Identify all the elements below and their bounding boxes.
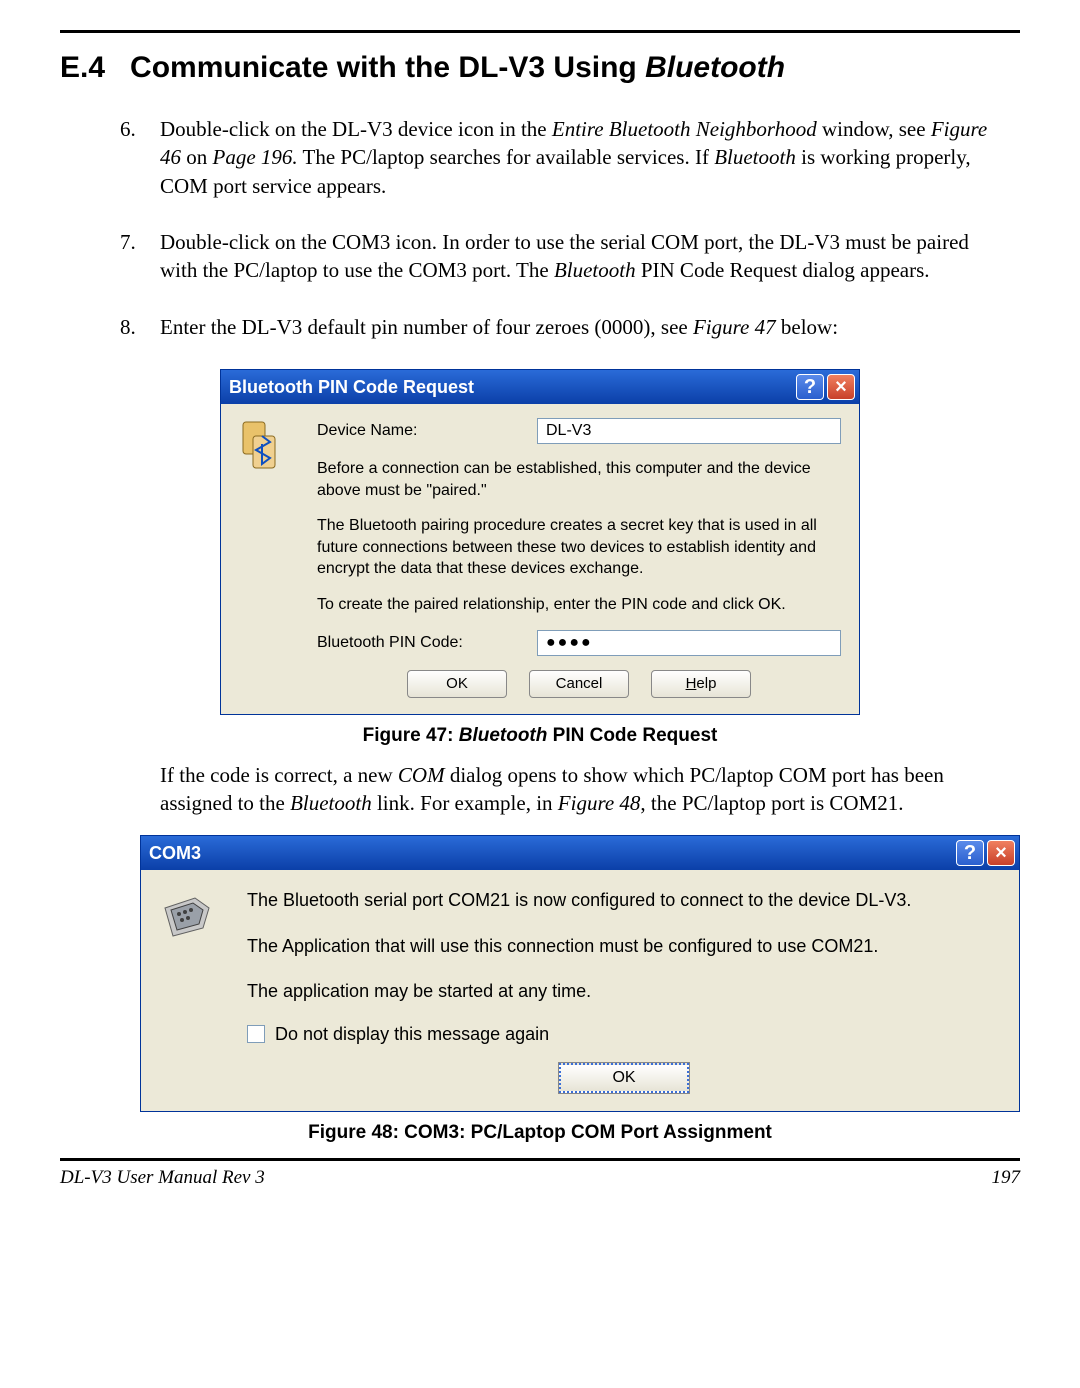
close-icon[interactable]: × <box>827 374 855 400</box>
list-content: Enter the DL-V3 default pin number of fo… <box>160 313 1000 341</box>
section-heading: E.4 Communicate with the DL-V3 Using Blu… <box>60 51 1020 85</box>
top-rule <box>60 30 1020 33</box>
help-button[interactable]: Help <box>651 670 751 698</box>
ok-button[interactable]: OK <box>407 670 507 698</box>
bluetooth-pin-dialog: Bluetooth PIN Code Request ? × Device Na… <box>220 369 860 715</box>
page-footer: DL-V3 User Manual Rev 3 197 <box>60 1167 1020 1189</box>
figure-47-caption: Figure 47: Bluetooth PIN Code Request <box>60 725 1020 747</box>
figure-48-caption: Figure 48: COM3: PC/Laptop COM Port Assi… <box>60 1122 1020 1144</box>
section-title-italic: Bluetooth <box>645 51 785 84</box>
pin-label: Bluetooth PIN Code: <box>317 634 527 652</box>
dialog-text: The Application that will use this conne… <box>247 934 1001 959</box>
list-content: Double-click on the COM3 icon. In order … <box>160 228 1000 285</box>
list-content: Double-click on the DL-V3 device icon in… <box>160 115 1000 200</box>
titlebar[interactable]: COM3 ? × <box>141 836 1019 870</box>
device-name-label: Device Name: <box>317 422 527 440</box>
do-not-display-checkbox[interactable] <box>247 1025 265 1043</box>
do-not-display-label: Do not display this message again <box>275 1024 549 1045</box>
dialog-title: COM3 <box>149 843 956 864</box>
after-fig47-text: If the code is correct, a new COM dialog… <box>160 761 1000 818</box>
list-num: 7. <box>120 228 160 285</box>
dialog-title: Bluetooth PIN Code Request <box>229 377 796 398</box>
close-icon[interactable]: × <box>987 840 1015 866</box>
serial-connector-icon <box>159 888 215 944</box>
section-title-a: Communicate with the DL-V3 Using <box>130 51 645 84</box>
dialog-text: The Bluetooth serial port COM21 is now c… <box>247 888 1001 913</box>
section-number: E.4 <box>60 51 105 84</box>
bluetooth-devices-icon <box>239 418 287 474</box>
ok-button[interactable]: OK <box>559 1063 689 1093</box>
list-item-6: 6. Double-click on the DL-V3 device icon… <box>120 115 1000 200</box>
device-name-field[interactable]: DL-V3 <box>537 418 841 444</box>
list-num: 8. <box>120 313 160 341</box>
list-item-8: 8. Enter the DL-V3 default pin number of… <box>120 313 1000 341</box>
dialog-text: Before a connection can be established, … <box>317 458 841 501</box>
dialog-text: The Bluetooth pairing procedure creates … <box>317 515 841 580</box>
dialog-text: To create the paired relationship, enter… <box>317 594 841 616</box>
titlebar[interactable]: Bluetooth PIN Code Request ? × <box>221 370 859 404</box>
list-num: 6. <box>120 115 160 200</box>
footer-left: DL-V3 User Manual Rev 3 <box>60 1167 265 1189</box>
help-icon[interactable]: ? <box>956 840 984 866</box>
help-icon[interactable]: ? <box>796 374 824 400</box>
com3-dialog: COM3 ? × The Bluetooth serial port COM21… <box>140 835 1020 1112</box>
footer-right: 197 <box>992 1167 1021 1189</box>
dialog-text: The application may be started at any ti… <box>247 979 1001 1004</box>
list-item-7: 7. Double-click on the COM3 icon. In ord… <box>120 228 1000 285</box>
pin-input[interactable]: ●●●● <box>537 630 841 656</box>
cancel-button[interactable]: Cancel <box>529 670 629 698</box>
do-not-display-row[interactable]: Do not display this message again <box>247 1024 1001 1045</box>
bottom-rule <box>60 1158 1020 1161</box>
